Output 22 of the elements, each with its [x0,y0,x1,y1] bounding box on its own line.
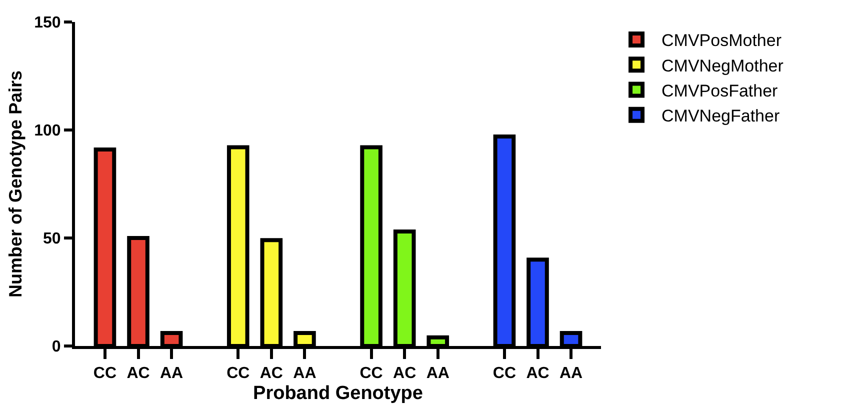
legend-label: CMVNegFather [662,106,780,126]
x-tick-label: CC [226,365,250,382]
y-tick-label: 0 [52,338,61,356]
x-tick-label: AC [526,365,550,382]
x-tick-label: AC [260,365,284,382]
x-tick-label: CC [360,365,384,382]
x-tick-label: AA [293,365,317,382]
y-tick-label: 100 [34,122,61,140]
x-axis-title: Proband Genotype [253,383,423,404]
x-tick-label: CC [492,365,516,382]
legend-label: CMVPosFather [662,81,778,100]
x-tick-label: AA [559,365,584,382]
y-tick-label: 150 [34,14,61,32]
y-tick-label: 50 [43,230,61,248]
x-tick-label: AA [160,365,184,382]
legend-label: CMVNegMother [662,56,784,76]
y-axis-title: Number of Genotype Pairs [5,70,26,298]
x-tick-label: AA [426,365,450,382]
legend-label: CMVPosMother [662,31,782,50]
x-tick-label: AC [393,365,417,382]
x-tick-label: AC [126,365,150,382]
x-tick-label: CC [93,365,117,382]
